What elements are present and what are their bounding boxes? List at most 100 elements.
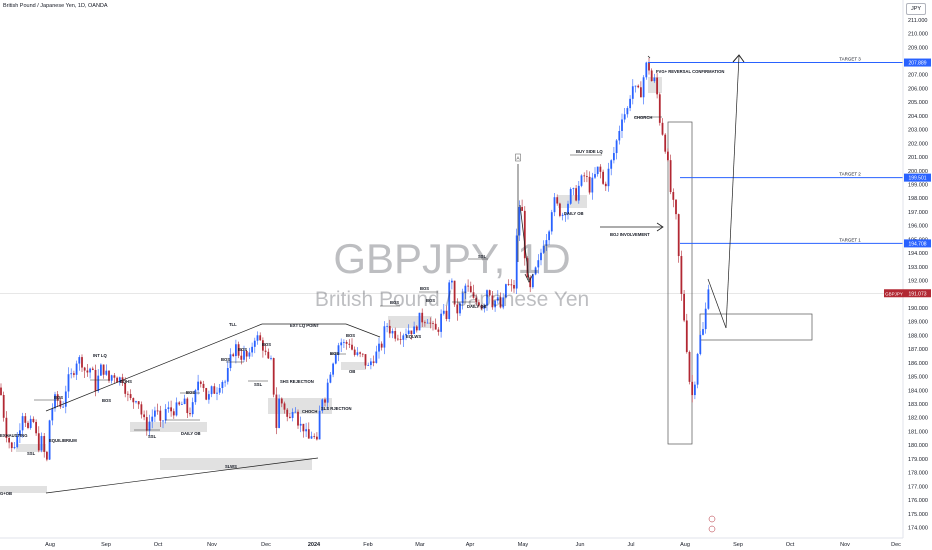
candle-body xyxy=(480,305,483,309)
order-block-zone[interactable] xyxy=(130,422,207,432)
annotation-bos: BOS xyxy=(262,342,271,347)
candle-body xyxy=(661,122,664,135)
annotation-int-lq: INT LQ xyxy=(93,353,107,358)
candle-body xyxy=(426,322,429,324)
candle-body xyxy=(310,436,313,439)
currency-selector[interactable]: JPY xyxy=(906,3,926,15)
order-block-zone[interactable] xyxy=(0,486,47,493)
event-flag-icon[interactable] xyxy=(708,525,716,533)
candle-body xyxy=(386,325,388,327)
annotation-bos: BOS xyxy=(102,398,111,403)
candle-body xyxy=(40,436,43,451)
x-tick-label: Dec xyxy=(891,542,901,548)
candle-body xyxy=(191,402,194,415)
event-flag-icon[interactable] xyxy=(708,515,716,523)
annotation-bos: BOS xyxy=(420,286,429,291)
a-marker-box[interactable] xyxy=(515,153,521,162)
candle-body xyxy=(297,411,299,426)
candle-body xyxy=(521,206,523,211)
annotation-ssl: SSL xyxy=(478,254,487,259)
trendline[interactable] xyxy=(45,457,319,494)
candle-body xyxy=(164,409,167,421)
candle-body xyxy=(515,235,518,289)
time-axis[interactable]: JulAugSepOctNovDec2024FebMarAprMayJunJul… xyxy=(0,537,903,548)
candle-body xyxy=(523,210,526,259)
candle-body xyxy=(434,323,437,330)
candle-body xyxy=(445,310,448,319)
symbol-title[interactable]: British Pound / Japanese Yen, 1D, OANDA xyxy=(3,3,108,9)
candle-body xyxy=(410,330,413,335)
range-box[interactable] xyxy=(667,121,693,445)
trendline[interactable] xyxy=(707,278,727,329)
y-tick-label: 202.000 xyxy=(908,141,928,147)
candle-body xyxy=(478,302,480,306)
candle-body xyxy=(680,256,683,294)
candle-body xyxy=(262,340,264,351)
candle-body xyxy=(329,374,332,383)
candle-body xyxy=(154,410,156,417)
candle-body xyxy=(59,400,62,407)
candle-body xyxy=(64,391,67,407)
x-tick-label: Mar xyxy=(415,542,425,548)
a-marker-label: A xyxy=(516,156,519,161)
order-block-zone[interactable] xyxy=(268,398,332,414)
order-block-zone[interactable] xyxy=(341,362,366,370)
candle-body xyxy=(245,351,248,357)
watermark: GBPJPY, 1D British Pound / Japanese Yen xyxy=(315,235,589,311)
y-tick-label: 184.000 xyxy=(908,388,928,394)
candle-body xyxy=(110,375,113,381)
watermark-name: British Pound / Japanese Yen xyxy=(315,288,589,311)
candle-body xyxy=(232,354,235,357)
candle-body xyxy=(340,342,343,346)
range-box[interactable] xyxy=(699,313,813,341)
candle-body xyxy=(305,429,307,432)
annotation-choch: CHOCH xyxy=(302,409,317,414)
candle-body xyxy=(432,323,434,324)
candle-body xyxy=(210,386,213,395)
candle-body xyxy=(321,399,324,411)
candle-body xyxy=(637,85,640,88)
order-block-zone[interactable] xyxy=(558,195,587,208)
candle-body xyxy=(704,308,707,330)
candle-body xyxy=(618,130,621,141)
trendline[interactable] xyxy=(45,323,263,412)
candle-body xyxy=(540,252,542,261)
annotation-ssl: SSL xyxy=(148,434,157,439)
x-tick-label: Oct xyxy=(154,542,163,548)
candle-body xyxy=(337,345,340,355)
trendline[interactable] xyxy=(647,55,651,59)
candle-body xyxy=(35,421,37,434)
trendline[interactable] xyxy=(345,323,381,338)
candle-body xyxy=(472,292,475,298)
candle-body xyxy=(364,354,367,366)
y-tick-label: 201.000 xyxy=(908,155,928,161)
y-tick-label: 207.000 xyxy=(908,73,928,79)
candle-body xyxy=(583,175,586,177)
price-axis[interactable]: 174.000 175.000 176.000 177.000 178.000 179.0… xyxy=(902,0,928,538)
order-block-zone[interactable] xyxy=(160,458,312,470)
candle-body xyxy=(81,357,83,368)
candle-body xyxy=(151,416,154,422)
candle-body xyxy=(394,331,397,339)
x-tick-label: Sep xyxy=(101,542,111,548)
order-block-zone[interactable] xyxy=(388,316,432,328)
annotation-sls-rjection: SLS RJECTION xyxy=(321,406,351,411)
x-tick-label: Nov xyxy=(840,542,850,548)
annotation-boj-involvement: BOJ INVOLVEMENT xyxy=(610,232,650,237)
annotation-chorch: CHORCH xyxy=(634,115,652,120)
candle-body xyxy=(556,197,559,204)
candle-body xyxy=(124,382,127,394)
trendline[interactable] xyxy=(725,55,740,329)
y-tick-label: 183.000 xyxy=(908,402,928,408)
annotation-ob: OB xyxy=(349,369,355,374)
target-price-badge xyxy=(904,239,931,248)
candle-body xyxy=(159,410,162,421)
candle-body xyxy=(256,335,259,341)
candle-body xyxy=(424,322,426,324)
order-block-zone[interactable] xyxy=(16,444,46,452)
candle-body xyxy=(83,367,86,371)
y-tick-label: 186.000 xyxy=(908,361,928,367)
candle-body xyxy=(469,286,472,293)
candle-body xyxy=(143,414,145,418)
annotation-bos: BOS xyxy=(330,351,339,356)
